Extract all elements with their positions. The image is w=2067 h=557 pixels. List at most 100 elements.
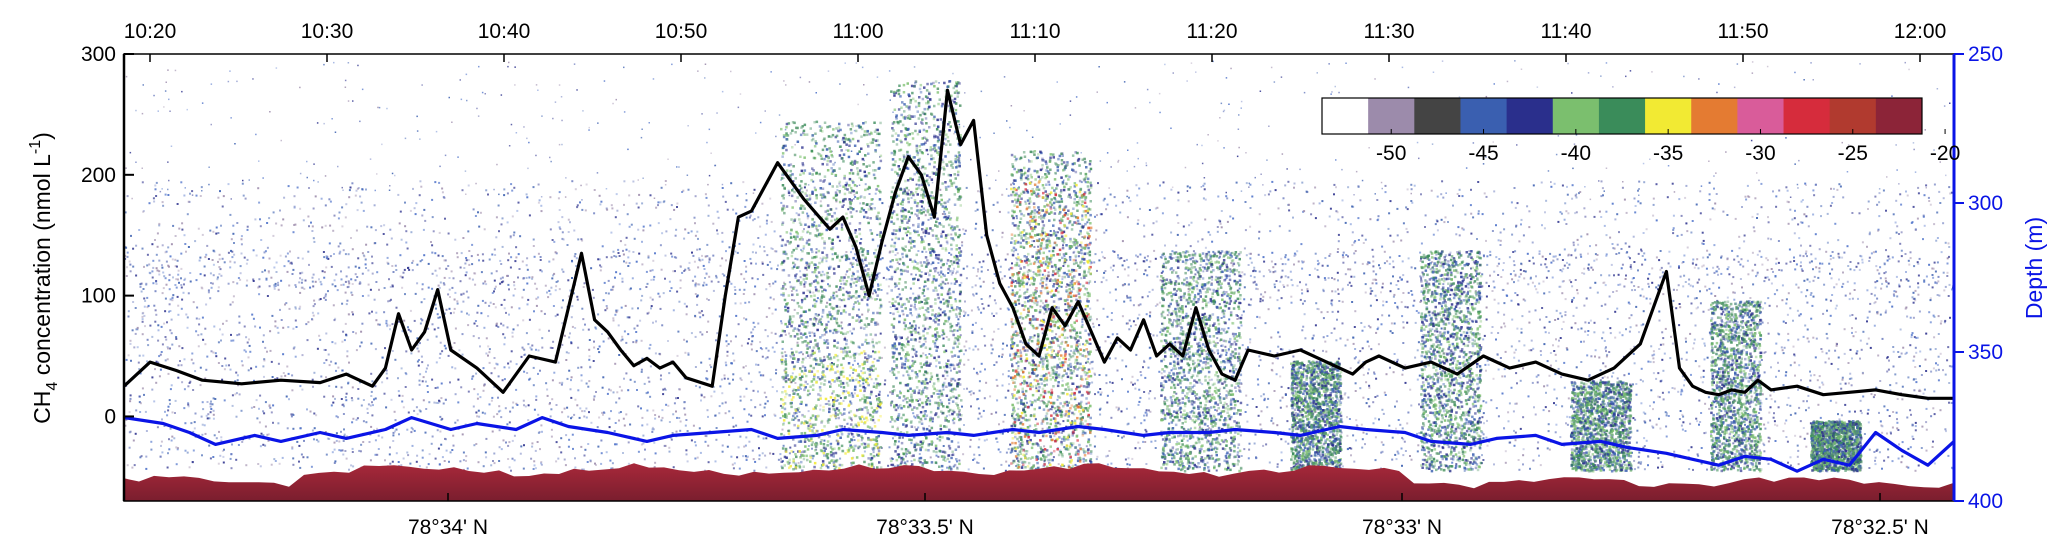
backscatter-speck (493, 357, 496, 359)
backscatter-speck (1642, 323, 1645, 326)
backscatter-speck (1301, 261, 1304, 264)
backscatter-speck (1561, 405, 1564, 408)
backscatter-speck (685, 419, 688, 421)
backscatter-speck (190, 358, 193, 361)
backscatter-speck (1287, 258, 1290, 261)
backscatter-speck (1052, 456, 1055, 459)
backscatter-speck (1861, 372, 1864, 375)
backscatter-speck (1807, 340, 1810, 343)
backscatter-speck (167, 405, 170, 408)
backscatter-speck (416, 454, 419, 457)
backscatter-speck (1463, 469, 1466, 472)
backscatter-speck (1671, 342, 1674, 345)
backscatter-speck (1781, 284, 1784, 287)
backscatter-speck (1937, 333, 1940, 335)
backscatter-speck (982, 409, 985, 412)
backscatter-speck (1896, 398, 1899, 400)
backscatter-speck (1024, 394, 1027, 397)
backscatter-speck (1448, 346, 1451, 348)
backscatter-speck (708, 275, 711, 278)
backscatter-speck (1089, 307, 1092, 310)
backscatter-speck (1190, 253, 1193, 256)
backscatter-speck (487, 345, 490, 348)
backscatter-speck (444, 398, 447, 401)
backscatter-speck (1144, 441, 1147, 443)
backscatter-speck (1288, 428, 1291, 431)
backscatter-speck (361, 322, 364, 325)
backscatter-speck (1946, 271, 1949, 274)
backscatter-speck (1512, 410, 1515, 413)
backscatter-speck (674, 270, 676, 273)
backscatter-speck (935, 339, 938, 342)
backscatter-speck (448, 307, 451, 310)
backscatter-speck (372, 404, 374, 407)
backscatter-speck (1125, 322, 1128, 325)
backscatter-speck (883, 383, 886, 386)
backscatter-speck (133, 464, 136, 467)
backscatter-speck (1775, 257, 1778, 260)
backscatter-speck (1857, 262, 1860, 265)
backscatter-speck (1895, 382, 1898, 385)
backscatter-speck (1950, 365, 1953, 368)
backscatter-speck (1618, 394, 1621, 397)
backscatter-speck (1742, 435, 1745, 438)
backscatter-speck (1302, 325, 1305, 328)
backscatter-speck (181, 298, 184, 301)
backscatter-speck (1889, 431, 1892, 434)
backscatter-speck (1814, 257, 1817, 260)
backscatter-speck (152, 259, 155, 262)
backscatter-speck (231, 256, 234, 259)
backscatter-speck (1277, 433, 1279, 436)
backscatter-speck (317, 440, 320, 443)
backscatter-speck (1874, 456, 1877, 459)
backscatter-speck (1122, 283, 1125, 286)
backscatter-speck (495, 323, 498, 326)
backscatter-speck (909, 322, 911, 325)
backscatter-speck (1698, 278, 1701, 281)
backscatter-speck (386, 323, 389, 326)
backscatter-speck (715, 438, 718, 441)
backscatter-speck (534, 282, 537, 285)
backscatter-speck (1711, 348, 1714, 351)
backscatter-speck (194, 370, 197, 373)
backscatter-speck (1449, 406, 1452, 409)
backscatter-speck (151, 276, 154, 279)
backscatter-speck (259, 326, 261, 329)
backscatter-speck (602, 376, 605, 379)
backscatter-speck (667, 340, 669, 342)
backscatter-speck (1809, 379, 1812, 382)
backscatter-speck (1643, 420, 1646, 423)
backscatter-speck (1485, 306, 1488, 309)
backscatter-speck (1184, 305, 1187, 308)
backscatter-speck (1867, 421, 1870, 424)
backscatter-speck (1301, 292, 1304, 295)
backscatter-speck (360, 330, 363, 333)
backscatter-speck (977, 268, 980, 271)
backscatter-speck (1923, 388, 1926, 391)
backscatter-speck (1744, 402, 1747, 405)
backscatter-speck (650, 307, 652, 310)
backscatter-speck (757, 322, 760, 325)
backscatter-speck (1219, 392, 1221, 395)
backscatter-speck (1216, 342, 1219, 344)
backscatter-speck (359, 281, 362, 284)
backscatter-speck (1243, 286, 1246, 289)
backscatter-speck (1485, 369, 1487, 372)
backscatter-speck (1593, 259, 1596, 262)
backscatter-speck (927, 311, 930, 314)
backscatter-speck (684, 424, 687, 427)
backscatter-speck (1545, 266, 1548, 269)
backscatter-speck (1074, 463, 1077, 466)
backscatter-speck (896, 447, 899, 450)
backscatter-speck (1782, 352, 1785, 355)
backscatter-speck (1431, 319, 1434, 322)
backscatter-speck (1041, 332, 1044, 335)
backscatter-speck (713, 390, 716, 393)
backscatter-speck (1635, 383, 1638, 385)
backscatter-speck (668, 372, 671, 375)
backscatter-speck (384, 347, 386, 350)
backscatter-speck (1678, 418, 1681, 420)
backscatter-speck (835, 310, 838, 313)
backscatter-speck (535, 287, 538, 290)
backscatter-speck (628, 316, 631, 319)
